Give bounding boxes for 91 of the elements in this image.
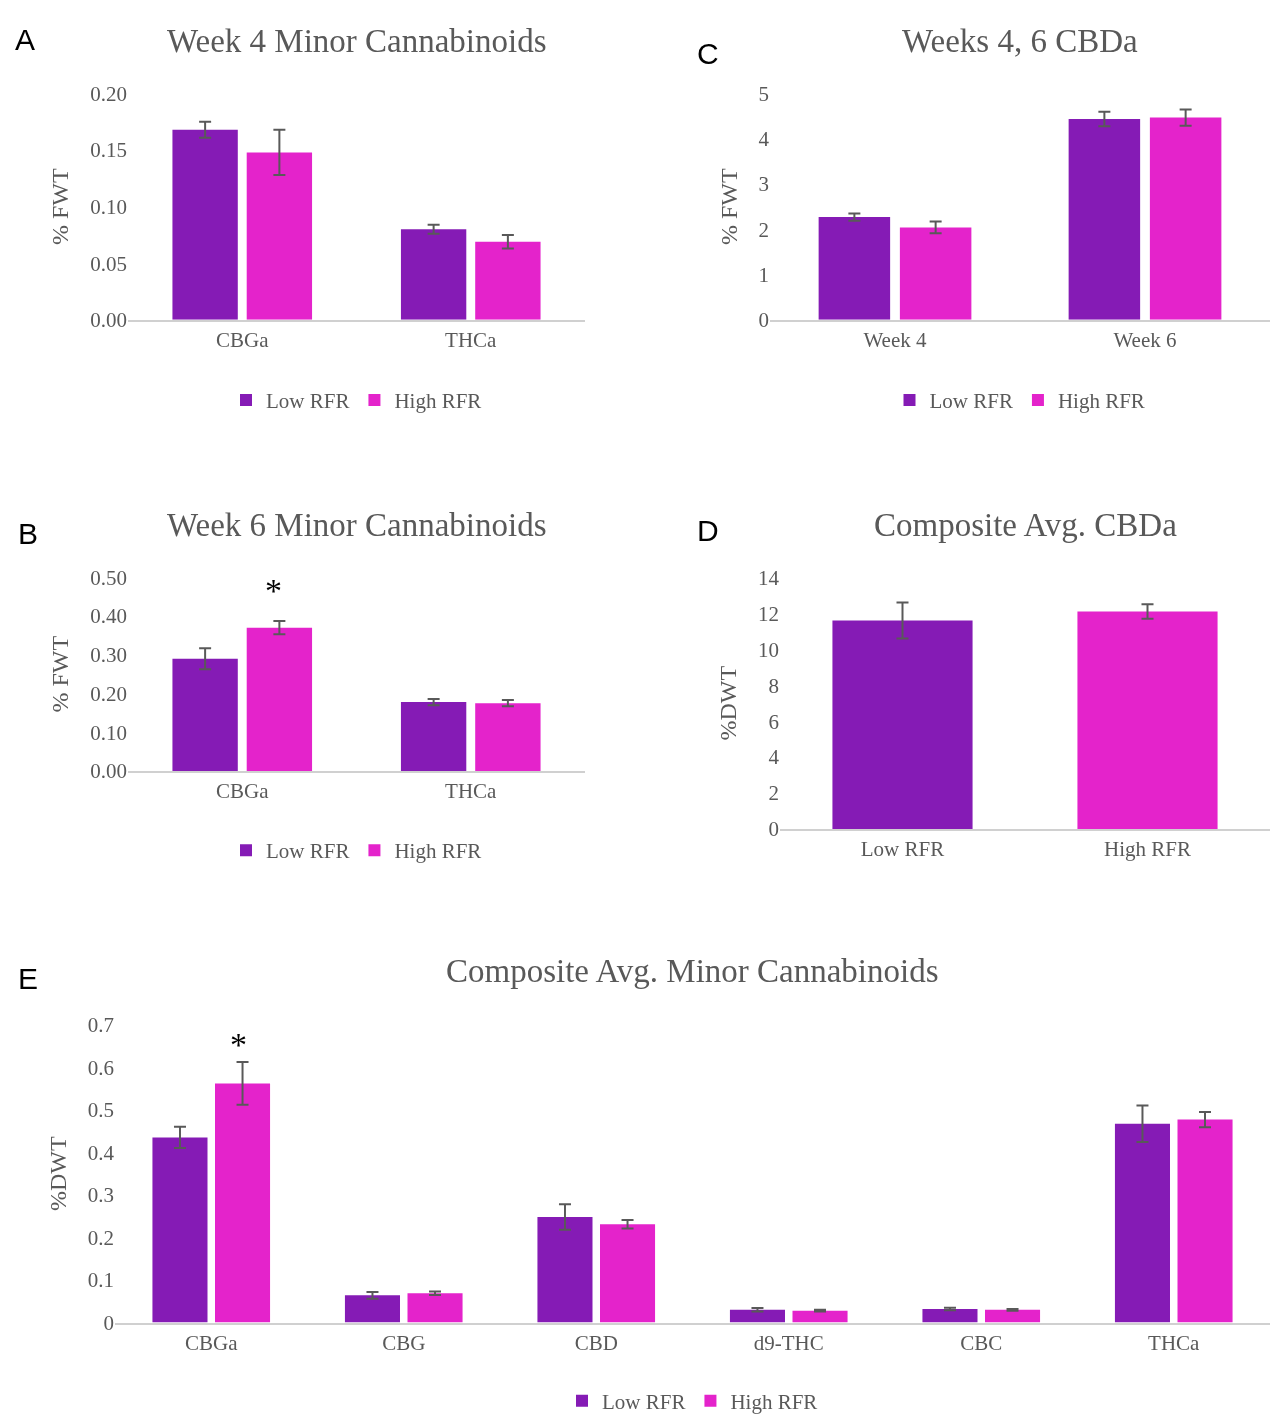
annotation: * <box>230 1026 247 1063</box>
bar <box>729 1309 785 1323</box>
y-tick-label: 0.10 <box>90 195 127 220</box>
bar <box>246 627 313 771</box>
y-tick-label: 0.30 <box>90 643 127 668</box>
y-tick-label: 2 <box>758 217 769 242</box>
y-tick-label: 0.4 <box>87 1140 115 1165</box>
bar <box>172 129 238 320</box>
legend-label: Low RFR <box>602 1390 686 1415</box>
bar <box>407 1293 463 1323</box>
x-tick-label: THCa <box>445 327 498 352</box>
y-tick-label: 6 <box>768 709 779 734</box>
chart-title: Composite Avg. Minor Cannabinoids <box>446 953 939 989</box>
y-tick-label: 0 <box>768 817 779 842</box>
y-tick-label: 8 <box>768 673 779 698</box>
bar <box>172 658 238 771</box>
x-tick-label: d9-THC <box>753 1330 824 1355</box>
y-tick-label: 0.00 <box>90 308 127 333</box>
x-tick-label: THCa <box>445 779 498 804</box>
text: E <box>18 962 39 995</box>
y-tick-label: 5 <box>758 81 769 106</box>
x-tick-label: Week 4 <box>863 327 928 352</box>
y-tick-label: 0 <box>758 308 769 333</box>
bar <box>818 217 891 320</box>
x-tick-label: THCa <box>1148 1330 1201 1355</box>
y-axis-title: %DWT <box>44 1135 71 1211</box>
y-tick-label: 0.20 <box>90 81 127 106</box>
y-tick-label: 12 <box>758 601 779 626</box>
legend-label: High RFR <box>1057 389 1145 414</box>
text: D <box>697 514 719 547</box>
bar <box>400 229 467 320</box>
y-tick-label: 1 <box>758 262 769 287</box>
text: C <box>697 37 719 70</box>
y-tick-label: 0.5 <box>87 1098 114 1123</box>
y-tick-label: 4 <box>768 745 780 770</box>
y-tick-label: 0.15 <box>90 138 127 163</box>
y-tick-label: 0.50 <box>90 565 127 590</box>
bar <box>1177 1119 1233 1323</box>
chart-title: Week 6 Minor Cannabinoids <box>167 507 547 543</box>
bar <box>246 152 313 320</box>
y-axis-title: % FWT <box>47 168 74 245</box>
bar <box>344 1295 400 1323</box>
bar <box>922 1308 978 1323</box>
bar <box>1068 118 1141 320</box>
y-tick-label: 0.1 <box>87 1268 114 1293</box>
x-tick-label: CBGa <box>216 327 270 352</box>
y-axis-title: % FWT <box>47 635 74 713</box>
y-tick-label: 0.6 <box>87 1055 114 1080</box>
chart-title: Composite Avg. CBDa <box>874 507 1178 543</box>
y-tick-label: 0.05 <box>90 251 127 276</box>
x-tick-label: CBGa <box>216 779 270 804</box>
y-tick-label: 10 <box>758 637 779 662</box>
y-tick-label: 0.40 <box>90 604 127 629</box>
y-tick-label: 3 <box>758 172 769 197</box>
y-tick-label: 0.20 <box>90 681 127 706</box>
x-tick-label: CBGa <box>185 1330 239 1355</box>
bar <box>475 241 541 320</box>
legend-label: High RFR <box>394 389 482 414</box>
chart-title: Week 4 Minor Cannabinoids <box>167 23 547 59</box>
y-tick-label: 0 <box>103 1310 114 1335</box>
annotation: * <box>265 572 282 609</box>
x-tick-label: CBG <box>382 1330 426 1355</box>
y-axis-title: % FWT <box>715 168 742 245</box>
bar <box>985 1309 1041 1323</box>
bar <box>215 1083 271 1323</box>
x-tick-label: CBC <box>960 1330 1003 1355</box>
y-tick-label: 0.7 <box>87 1013 114 1038</box>
legend-label: Low RFR <box>929 389 1013 414</box>
bar <box>1149 117 1222 320</box>
bar <box>1114 1123 1170 1323</box>
text: B <box>18 517 39 550</box>
bar <box>400 702 467 771</box>
bar <box>600 1224 656 1323</box>
bar <box>899 227 972 320</box>
y-tick-label: 0.3 <box>87 1183 114 1208</box>
y-tick-label: 0.00 <box>90 759 127 784</box>
y-tick-label: 0.2 <box>87 1225 114 1250</box>
text: A <box>15 23 36 56</box>
chart-title: Weeks 4, 6 CBDa <box>902 23 1138 59</box>
x-tick-label: CBD <box>574 1330 618 1355</box>
y-tick-label: 0.10 <box>90 720 127 745</box>
bar <box>152 1137 208 1323</box>
legend-label: High RFR <box>730 1390 818 1415</box>
y-tick-label: 4 <box>758 127 770 152</box>
bar <box>537 1217 593 1323</box>
x-tick-label: Week 6 <box>1113 327 1177 352</box>
bar <box>475 703 541 771</box>
legend-label: Low RFR <box>266 389 350 414</box>
y-tick-label: 14 <box>758 565 780 590</box>
y-tick-label: 2 <box>768 781 779 806</box>
y-axis-title: %DWT <box>715 665 742 741</box>
